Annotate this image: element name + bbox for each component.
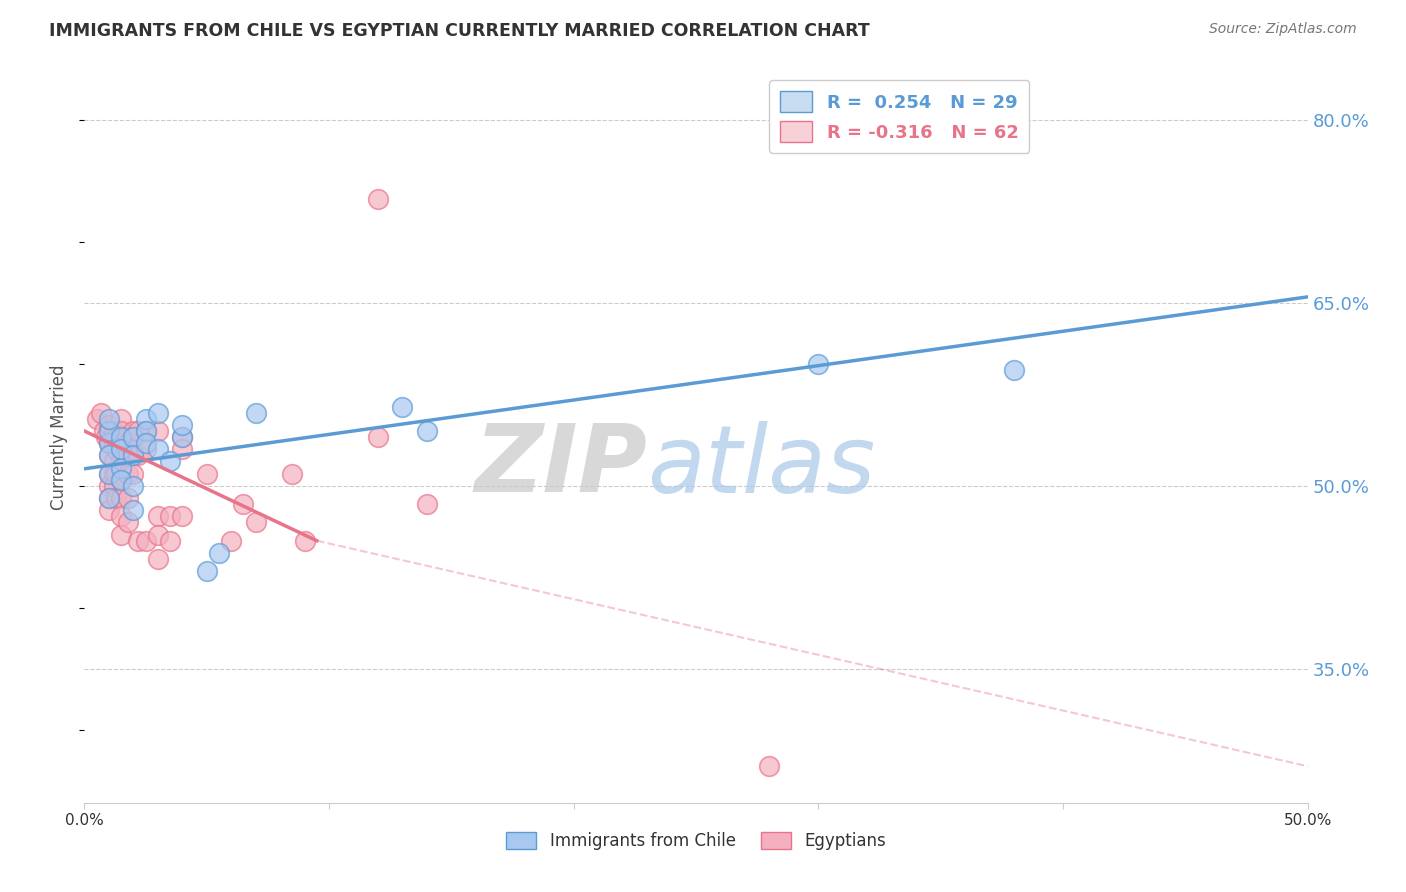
Point [110, 473, 132, 487]
Point [115, 430, 138, 444]
Point [86, 411, 108, 425]
Point [195, 467, 218, 481]
Point [97, 491, 120, 505]
Point [232, 497, 254, 511]
Point [93, 424, 115, 438]
Point [105, 491, 128, 505]
Point [110, 473, 132, 487]
Point [122, 442, 145, 457]
Point [127, 448, 149, 462]
Point [97, 491, 120, 505]
Point [103, 454, 125, 468]
Point [159, 533, 181, 548]
Point [1002, 363, 1025, 377]
Point [245, 516, 267, 530]
Point [117, 491, 139, 505]
Text: IMMIGRANTS FROM CHILE VS EGYPTIAN CURRENTLY MARRIED CORRELATION CHART: IMMIGRANTS FROM CHILE VS EGYPTIAN CURREN… [49, 22, 870, 40]
Point [367, 192, 389, 206]
Point [103, 436, 125, 450]
Point [159, 454, 181, 468]
Point [110, 491, 132, 505]
Point [97, 503, 120, 517]
Point [97, 436, 120, 450]
Point [110, 454, 132, 468]
Point [97, 448, 120, 462]
Legend: Immigrants from Chile, Egyptians: Immigrants from Chile, Egyptians [499, 825, 893, 856]
Point [172, 417, 194, 432]
Point [122, 467, 145, 481]
Point [122, 424, 145, 438]
Y-axis label: Currently Married: Currently Married [51, 364, 69, 510]
Point [219, 533, 242, 548]
Point [105, 430, 128, 444]
Point [110, 527, 132, 541]
Point [122, 430, 145, 444]
Point [416, 424, 439, 438]
Point [807, 357, 830, 371]
Point [758, 759, 780, 773]
Point [195, 564, 218, 578]
Point [135, 533, 157, 548]
Point [103, 467, 125, 481]
Point [103, 424, 125, 438]
Point [105, 467, 128, 481]
Text: ZIP: ZIP [474, 420, 647, 512]
Point [115, 448, 138, 462]
Point [117, 516, 139, 530]
Point [110, 436, 132, 450]
Point [135, 442, 157, 457]
Point [127, 424, 149, 438]
Point [96, 430, 118, 444]
Point [367, 430, 389, 444]
Point [90, 406, 112, 420]
Point [117, 436, 139, 450]
Point [135, 436, 157, 450]
Point [416, 497, 439, 511]
Point [110, 430, 132, 444]
Point [245, 406, 267, 420]
Point [172, 509, 194, 524]
Point [135, 424, 157, 438]
Point [135, 424, 157, 438]
Point [391, 400, 413, 414]
Point [146, 424, 169, 438]
Point [97, 467, 120, 481]
Point [172, 442, 194, 457]
Point [294, 533, 316, 548]
Point [97, 417, 120, 432]
Point [122, 503, 145, 517]
Point [208, 546, 231, 560]
Point [110, 509, 132, 524]
Point [172, 430, 194, 444]
Point [146, 509, 169, 524]
Point [97, 448, 120, 462]
Point [146, 552, 169, 566]
Point [110, 460, 132, 475]
Point [110, 411, 132, 425]
Point [281, 467, 304, 481]
Point [110, 424, 132, 438]
Point [97, 436, 120, 450]
Text: atlas: atlas [647, 421, 876, 512]
Point [105, 442, 128, 457]
Point [110, 442, 132, 457]
Point [122, 479, 145, 493]
Point [146, 442, 169, 457]
Text: Source: ZipAtlas.com: Source: ZipAtlas.com [1209, 22, 1357, 37]
Point [97, 467, 120, 481]
Point [97, 411, 120, 425]
Point [135, 411, 157, 425]
Point [103, 479, 125, 493]
Point [97, 424, 120, 438]
Point [159, 509, 181, 524]
Point [122, 448, 145, 462]
Point [172, 430, 194, 444]
Point [117, 467, 139, 481]
Point [97, 479, 120, 493]
Point [146, 527, 169, 541]
Point [127, 533, 149, 548]
Point [146, 406, 169, 420]
